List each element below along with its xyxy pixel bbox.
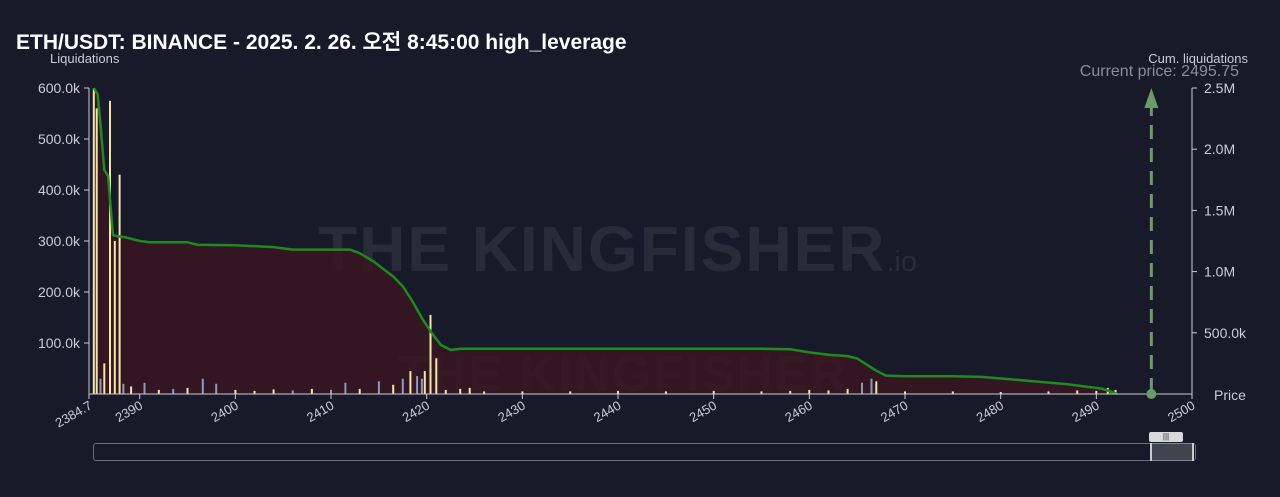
liquidation-bar [103,363,106,394]
liquidation-bar [201,378,204,394]
liquidation-bar [789,390,792,394]
liquidation-bar [157,389,160,394]
liquidation-bar [234,389,237,394]
liquidation-bar [444,389,447,394]
liquidation-bar [416,376,419,394]
y-axis-left-label: Liquidations [50,51,120,66]
y-left-tick-label: 100.0k [38,335,81,351]
liquidation-bar [846,388,849,394]
liquidation-bar [1047,391,1050,394]
y-right-tick-label: 2.5M [1204,80,1235,96]
liquidation-bar [951,391,954,394]
x-tick-label: 2430 [495,398,528,425]
liquidation-bar [808,389,811,394]
liquidation-bar [310,388,313,394]
y-left-tick-label: 600.0k [38,80,81,96]
liquidation-bar [330,389,332,394]
liquidation-bar [95,108,98,395]
liquidation-bar [423,371,426,394]
y-right-tick-label: 1.5M [1204,202,1235,218]
liquidation-bar [760,391,763,394]
liquidation-bar [664,391,667,394]
x-tick-label: 2410 [304,398,337,425]
liquidation-bar [569,391,572,394]
x-tick-label: 2480 [974,398,1007,425]
range-slider-track[interactable] [93,443,1196,461]
liquidation-bar [1076,390,1079,394]
liquidation-bar [435,358,438,394]
liquidation-bar [429,314,432,394]
liquidation-bar [377,381,380,395]
liquidation-bar [409,371,412,394]
liquidation-bar [420,378,423,394]
liquidation-bar [99,378,102,394]
y-left-tick-label: 300.0k [38,233,81,249]
liquidation-bar [1114,389,1117,394]
x-tick-label: 2384.7 [53,398,95,431]
current-price-arrow-icon [1144,88,1159,108]
liquidation-bar [92,88,95,394]
y-left-tick-label: 400.0k [38,182,81,198]
liquidation-bar [130,386,133,394]
liquidation-bar [291,390,294,394]
x-tick-label: 2470 [878,398,911,425]
liquidation-bar [113,241,116,394]
x-tick-label: 2450 [687,398,720,425]
liquidation-bar [109,100,111,395]
x-tick-label: 2390 [113,398,146,425]
liquidation-bar [186,387,189,394]
liquidation-bar [143,382,146,394]
y-right-tick-label: 500.0k [1204,325,1247,341]
cum-liquidations-line [92,87,1118,396]
liquidation-bar [1095,390,1098,394]
y-left-tick-label: 500.0k [38,131,81,147]
liquidation-bar [253,390,256,394]
liquidation-bar [870,378,873,394]
x-tick-label: 2490 [1069,398,1102,425]
liquidation-bar [358,388,361,394]
y-axis-right-label: Cum. liquidations [1148,51,1248,66]
cum-liquidations-area [93,88,1118,394]
current-price-dot [1146,389,1157,399]
liquidation-bar [122,383,125,394]
x-tick-label: 2500 [1165,398,1198,425]
liquidation-bar [392,384,395,394]
x-tick-label: 2420 [400,398,433,425]
x-axis-label: Price [1214,387,1246,403]
liquidation-bar [875,381,878,395]
y-right-tick-label: 2.0M [1204,141,1235,157]
liquidation-bar [344,382,347,394]
current-price-label: Current price: 2495.75 [1079,63,1239,80]
liquidation-bar [521,391,524,394]
liquidation-bar [483,391,486,394]
x-tick-label: 2460 [782,398,815,425]
liquidation-bar [468,387,471,394]
y-left-tick-label: 200.0k [38,284,81,300]
x-tick-label: 2440 [591,398,624,425]
liquidation-bar [999,392,1002,394]
liquidation-bar [401,378,404,394]
liquidation-bar [861,382,863,394]
liquidation-bar [712,390,715,394]
liquidation-bar [904,391,906,394]
chart-title: ETH/USDT: BINANCE - 2025. 2. 26. 오전 8:45… [16,31,627,54]
liquidation-bar [617,390,619,394]
range-slider-selection[interactable] [1150,443,1194,461]
liquidation-bar [172,388,175,394]
liquidation-bar [459,388,462,394]
liquidation-bar [272,389,275,394]
liquidation-bar [215,383,218,394]
liquidation-bar [118,174,121,394]
y-right-tick-label: 1.0M [1204,264,1235,280]
liquidation-bar [827,390,830,394]
range-slider-grip-handle[interactable]: ||| [1149,432,1183,442]
x-tick-label: 2400 [208,398,241,425]
